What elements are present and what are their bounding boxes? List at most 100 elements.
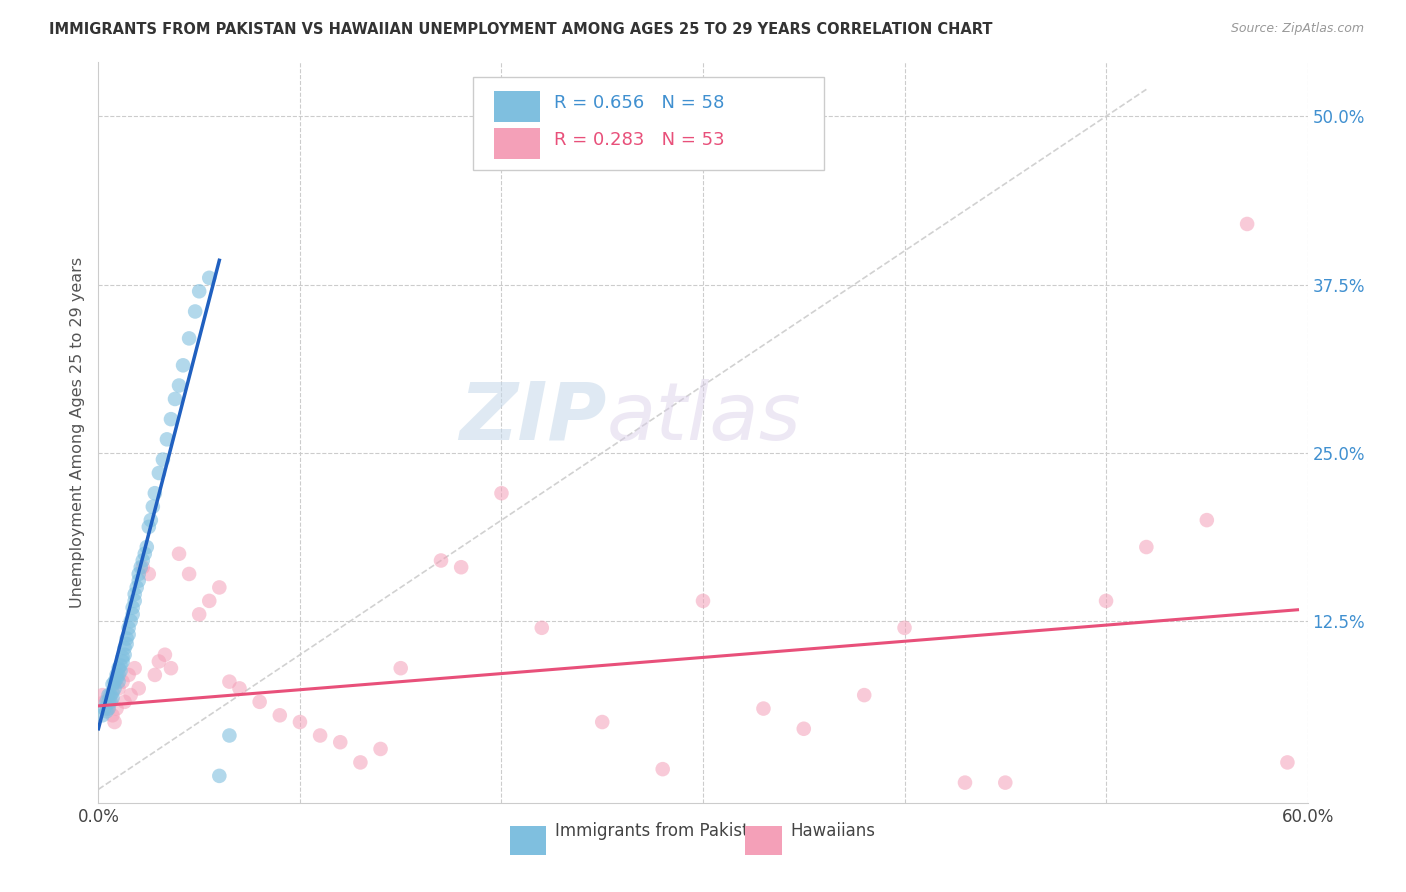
Point xyxy=(430,553,453,567)
Point xyxy=(288,714,311,729)
Point xyxy=(96,704,118,718)
Point xyxy=(309,729,332,743)
Point xyxy=(167,378,190,392)
Point xyxy=(121,607,143,622)
Point xyxy=(128,681,150,696)
Point xyxy=(389,661,412,675)
Point xyxy=(97,688,120,702)
Point xyxy=(128,566,150,581)
Point xyxy=(128,574,150,588)
Point xyxy=(1095,594,1118,608)
Point xyxy=(1135,540,1157,554)
Text: Source: ZipAtlas.com: Source: ZipAtlas.com xyxy=(1230,22,1364,36)
Point xyxy=(218,674,240,689)
Point xyxy=(118,668,141,682)
Point xyxy=(107,661,129,675)
Point xyxy=(125,581,148,595)
Point xyxy=(249,695,271,709)
Point xyxy=(100,690,122,705)
Point xyxy=(124,594,146,608)
Point xyxy=(111,655,134,669)
FancyBboxPatch shape xyxy=(474,78,824,169)
Point xyxy=(132,560,155,574)
Point xyxy=(111,650,134,665)
Point xyxy=(103,714,125,729)
Point xyxy=(107,668,129,682)
Point xyxy=(167,547,190,561)
Point xyxy=(93,701,115,715)
Point xyxy=(97,701,120,715)
Point xyxy=(142,500,165,514)
Point xyxy=(129,560,152,574)
Point xyxy=(329,735,352,749)
Point xyxy=(118,621,141,635)
Point xyxy=(103,674,125,689)
Point xyxy=(853,688,876,702)
Point xyxy=(120,614,142,628)
Point xyxy=(97,701,120,715)
Point xyxy=(153,648,176,662)
Point xyxy=(994,775,1017,789)
Point xyxy=(179,331,201,345)
Point xyxy=(591,714,613,729)
Point xyxy=(793,722,815,736)
Point xyxy=(198,594,221,608)
Point xyxy=(96,695,118,709)
Point xyxy=(124,587,146,601)
Point xyxy=(91,708,114,723)
Point xyxy=(124,661,146,675)
Point xyxy=(1236,217,1258,231)
Point xyxy=(148,466,170,480)
Point xyxy=(156,433,179,447)
Point xyxy=(103,681,125,696)
Point xyxy=(105,672,128,686)
Point xyxy=(138,520,160,534)
Point xyxy=(148,655,170,669)
Point xyxy=(118,627,141,641)
Point xyxy=(97,695,120,709)
Point xyxy=(752,701,775,715)
Text: Hawaiians: Hawaiians xyxy=(790,822,875,840)
Point xyxy=(188,285,211,299)
Bar xyxy=(509,827,546,855)
Point xyxy=(269,708,291,723)
Text: ZIP: ZIP xyxy=(458,379,606,457)
Point xyxy=(179,566,201,581)
Point xyxy=(101,685,124,699)
Point xyxy=(692,594,714,608)
Text: Immigrants from Pakistan: Immigrants from Pakistan xyxy=(555,822,769,840)
Point xyxy=(101,690,124,705)
Point xyxy=(132,553,155,567)
Point xyxy=(114,640,136,655)
Point xyxy=(143,668,166,682)
Point xyxy=(111,674,134,689)
Text: R = 0.283   N = 53: R = 0.283 N = 53 xyxy=(554,131,725,149)
Point xyxy=(228,681,250,696)
Bar xyxy=(745,827,782,855)
Point xyxy=(110,658,132,673)
Point xyxy=(450,560,472,574)
Point xyxy=(530,621,553,635)
Bar xyxy=(494,91,540,121)
Point xyxy=(208,581,231,595)
Point xyxy=(100,695,122,709)
Point xyxy=(93,695,115,709)
Point xyxy=(110,664,132,678)
Point xyxy=(198,270,221,285)
Point xyxy=(893,621,915,635)
Point xyxy=(184,304,207,318)
Point xyxy=(152,452,174,467)
Point xyxy=(160,661,183,675)
Point xyxy=(105,701,128,715)
Point xyxy=(139,513,162,527)
Point xyxy=(115,632,138,646)
Point xyxy=(134,547,156,561)
Text: atlas: atlas xyxy=(606,379,801,457)
Point xyxy=(218,729,240,743)
Point xyxy=(121,600,143,615)
Point xyxy=(1277,756,1299,770)
Text: IMMIGRANTS FROM PAKISTAN VS HAWAIIAN UNEMPLOYMENT AMONG AGES 25 TO 29 YEARS CORR: IMMIGRANTS FROM PAKISTAN VS HAWAIIAN UNE… xyxy=(49,22,993,37)
Text: R = 0.656   N = 58: R = 0.656 N = 58 xyxy=(554,95,724,112)
Point xyxy=(114,695,136,709)
Point xyxy=(953,775,976,789)
